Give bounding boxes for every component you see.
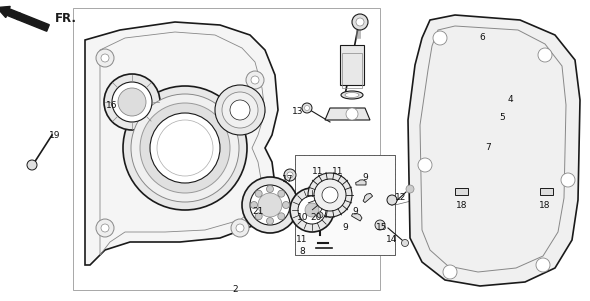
Polygon shape xyxy=(540,188,553,195)
Circle shape xyxy=(104,74,160,130)
Text: 18: 18 xyxy=(539,200,550,209)
Circle shape xyxy=(561,173,575,187)
Circle shape xyxy=(267,185,274,193)
Circle shape xyxy=(267,218,274,225)
Circle shape xyxy=(402,240,408,247)
Text: 5: 5 xyxy=(499,113,505,123)
Text: 11: 11 xyxy=(332,167,344,176)
Circle shape xyxy=(317,212,323,218)
Text: 11: 11 xyxy=(312,167,324,176)
Circle shape xyxy=(290,188,334,232)
Circle shape xyxy=(258,193,282,217)
Bar xyxy=(340,45,364,85)
Circle shape xyxy=(278,213,285,220)
Circle shape xyxy=(246,71,264,89)
Text: 10: 10 xyxy=(297,213,309,222)
Text: 6: 6 xyxy=(479,33,485,42)
Text: 14: 14 xyxy=(386,235,398,244)
Text: 13: 13 xyxy=(292,107,304,116)
Circle shape xyxy=(255,190,262,197)
Polygon shape xyxy=(85,22,278,265)
Polygon shape xyxy=(325,108,370,120)
Circle shape xyxy=(352,14,368,30)
Text: 21: 21 xyxy=(253,207,264,216)
Circle shape xyxy=(284,169,296,181)
Text: 9: 9 xyxy=(342,224,348,232)
Circle shape xyxy=(118,88,146,116)
Text: 9: 9 xyxy=(362,173,368,182)
Circle shape xyxy=(375,220,385,230)
Circle shape xyxy=(27,160,37,170)
Circle shape xyxy=(236,224,244,232)
Text: 11: 11 xyxy=(296,235,308,244)
Polygon shape xyxy=(363,194,373,203)
Circle shape xyxy=(140,103,230,193)
Text: 4: 4 xyxy=(507,95,513,104)
Ellipse shape xyxy=(341,91,363,99)
Text: 17: 17 xyxy=(282,175,294,185)
Bar xyxy=(73,8,380,290)
Circle shape xyxy=(251,76,259,84)
Polygon shape xyxy=(408,15,580,286)
Circle shape xyxy=(443,265,457,279)
Ellipse shape xyxy=(345,92,359,98)
Circle shape xyxy=(230,100,250,120)
Circle shape xyxy=(150,113,220,183)
Polygon shape xyxy=(455,188,468,195)
Text: 19: 19 xyxy=(49,131,61,139)
Circle shape xyxy=(356,18,364,26)
Circle shape xyxy=(96,49,114,67)
Circle shape xyxy=(538,48,552,62)
Circle shape xyxy=(304,105,310,110)
Circle shape xyxy=(215,85,265,135)
Circle shape xyxy=(131,94,239,202)
Circle shape xyxy=(406,185,414,193)
Circle shape xyxy=(322,187,338,203)
Circle shape xyxy=(308,173,352,217)
Bar xyxy=(295,155,395,255)
Circle shape xyxy=(101,224,109,232)
Text: 9: 9 xyxy=(352,207,358,216)
Circle shape xyxy=(536,258,550,272)
Circle shape xyxy=(101,54,109,62)
FancyArrow shape xyxy=(0,6,50,31)
Text: 20: 20 xyxy=(310,213,322,222)
Text: 16: 16 xyxy=(106,101,118,110)
Text: FR.: FR. xyxy=(55,11,77,24)
Circle shape xyxy=(305,203,319,217)
Circle shape xyxy=(418,158,432,172)
Circle shape xyxy=(255,213,262,220)
Circle shape xyxy=(222,92,258,128)
Circle shape xyxy=(283,201,290,209)
Circle shape xyxy=(112,82,152,122)
Circle shape xyxy=(433,31,447,45)
Polygon shape xyxy=(356,180,366,185)
Text: 12: 12 xyxy=(395,194,407,203)
Circle shape xyxy=(242,177,298,233)
Circle shape xyxy=(231,219,249,237)
Text: 7: 7 xyxy=(485,144,491,153)
Circle shape xyxy=(298,196,326,224)
Bar xyxy=(342,53,362,88)
Circle shape xyxy=(302,103,312,113)
Circle shape xyxy=(346,108,358,120)
Circle shape xyxy=(96,219,114,237)
Text: 15: 15 xyxy=(376,224,388,232)
Text: 18: 18 xyxy=(456,200,468,209)
Circle shape xyxy=(250,185,290,225)
Circle shape xyxy=(287,172,293,178)
Text: 2: 2 xyxy=(232,284,238,293)
Text: 8: 8 xyxy=(299,247,305,256)
Circle shape xyxy=(123,86,247,210)
Polygon shape xyxy=(352,214,362,221)
Circle shape xyxy=(278,190,285,197)
Circle shape xyxy=(314,179,346,211)
Circle shape xyxy=(387,195,397,205)
Circle shape xyxy=(251,201,257,209)
